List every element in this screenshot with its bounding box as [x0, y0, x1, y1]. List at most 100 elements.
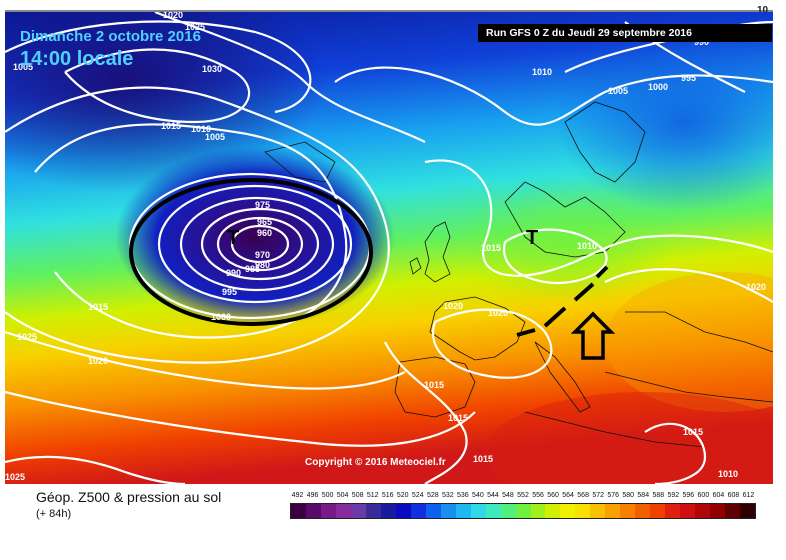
run-banner: Run GFS 0 Z du Jeudi 29 septembre 2016 [478, 24, 772, 42]
isobar-label: 1020 [163, 12, 183, 20]
color-scale-value: 560 [547, 492, 559, 499]
color-scale-value: 540 [472, 492, 484, 499]
color-scale-swatch [680, 504, 696, 518]
low-marker: T [227, 227, 239, 249]
isobar-label: 1025 [5, 472, 25, 482]
color-scale-swatch [291, 504, 306, 518]
color-scale-swatch [530, 504, 546, 518]
color-scale-swatch [305, 504, 321, 518]
color-scale-swatch [425, 504, 441, 518]
color-scale-swatch [455, 504, 471, 518]
color-scale-value: 592 [667, 492, 680, 499]
right-margin [773, 12, 786, 484]
legend-subtitle: (+ 84h) [36, 508, 72, 520]
isobar-label: 1010 [191, 124, 211, 134]
color-scale-bar [290, 503, 756, 519]
color-scale-value: 516 [381, 492, 394, 499]
color-scale-swatch [605, 504, 621, 518]
color-scale-labels: 492 496 500 504 508 512 516 520 524 528 532 536 540 5… [290, 492, 756, 504]
isobar-label: 1015 [481, 243, 501, 253]
isobar-label: 1015 [473, 454, 493, 464]
color-scale-swatch [365, 504, 381, 518]
isobar-label: 965 [257, 217, 272, 227]
color-scale-value: 532 [441, 492, 454, 499]
isobar-label: 980 [255, 260, 270, 270]
color-scale-swatch [320, 504, 336, 518]
outline-arrow-up-icon [570, 311, 616, 360]
isobar-label: 1015 [88, 302, 108, 312]
color-scale-swatch [695, 504, 711, 518]
copyright-text: Copyright © 2016 Meteociel.fr [305, 457, 446, 468]
color-scale-swatch [740, 504, 756, 518]
isobar-label: 1020 [88, 356, 108, 366]
color-scale-value: 552 [517, 492, 529, 499]
isobar-label: 995 [681, 73, 696, 83]
color-scale-value: 500 [321, 492, 334, 499]
color-scale-value: 548 [502, 492, 514, 499]
color-scale-swatch [575, 504, 591, 518]
forecast-date: Dimanche 2 octobre 2016 [20, 28, 201, 45]
color-scale-swatch [590, 504, 606, 518]
color-scale-value: 596 [682, 492, 695, 499]
isobar-lines [5, 12, 773, 484]
color-scale-value: 600 [697, 492, 710, 499]
isobar-label: 1015 [424, 380, 444, 390]
color-scale-swatch [620, 504, 636, 518]
color-scale-swatch [515, 504, 531, 518]
color-scale-swatch [635, 504, 651, 518]
color-scale-value: 528 [426, 492, 439, 499]
isobar-label: 1015 [448, 413, 468, 423]
coastlines [264, 101, 773, 448]
legend-title: Géop. Z500 & pression au sol [36, 489, 222, 505]
isobar-label: 990 [226, 268, 241, 278]
isobar-label: 1010 [577, 241, 597, 251]
color-scale-value: 492 [291, 492, 304, 499]
color-scale-swatch [350, 504, 366, 518]
top-border-line [5, 10, 773, 12]
top-margin [0, 0, 786, 12]
color-scale-value: 568 [577, 492, 589, 499]
isobar-label: 975 [255, 200, 270, 210]
color-scale-swatch [485, 504, 501, 518]
isobar-label: 970 [255, 250, 270, 260]
isobar-label: 1000 [648, 82, 668, 92]
low-pressure-ellipse-icon [129, 178, 373, 326]
isobar-label: 1020 [746, 282, 766, 292]
color-scale-value: 524 [411, 492, 424, 499]
color-scale-swatch [440, 504, 456, 518]
color-scale-swatch [725, 504, 741, 518]
isobar-label: 1000 [211, 312, 231, 322]
color-scale-swatch [395, 504, 411, 518]
dashed-trough-line-icon [516, 265, 609, 337]
isobar-label: 1030 [202, 64, 222, 74]
color-scale-value: 576 [607, 492, 620, 499]
color-scale-value: 588 [652, 492, 665, 499]
isobar-label: 1015 [683, 427, 703, 437]
isobar-label: 1005 [608, 86, 628, 96]
forecast-time: 14:00 locale [20, 48, 134, 70]
color-scale-value: 512 [366, 492, 379, 499]
isobar-label: 960 [257, 228, 272, 238]
color-scale-swatch [470, 504, 486, 518]
isobar-label: 1005 [13, 62, 33, 72]
isobar-label: 1025 [185, 22, 205, 32]
color-scale-value: 544 [487, 492, 499, 499]
low-marker: T [526, 227, 538, 249]
color-scale-value: 572 [592, 492, 604, 499]
color-scale-swatch [380, 504, 396, 518]
corner-isobar-label: 10 [757, 5, 769, 16]
isobar-label: 1010 [718, 469, 738, 479]
isobar-label: 1015 [161, 121, 181, 131]
color-scale-value: 604 [712, 492, 725, 499]
color-scale-value: 536 [457, 492, 469, 499]
isobar-label: 995 [222, 287, 237, 297]
color-scale-value: 584 [637, 492, 650, 499]
isobar-label: 985 [245, 264, 260, 274]
color-scale-value: 496 [306, 492, 319, 499]
color-scale-swatch [335, 504, 351, 518]
color-scale-value: 520 [396, 492, 409, 499]
isobar-label: 1025 [17, 332, 37, 342]
color-scale-swatch [710, 504, 726, 518]
color-scale-value: 504 [336, 492, 349, 499]
